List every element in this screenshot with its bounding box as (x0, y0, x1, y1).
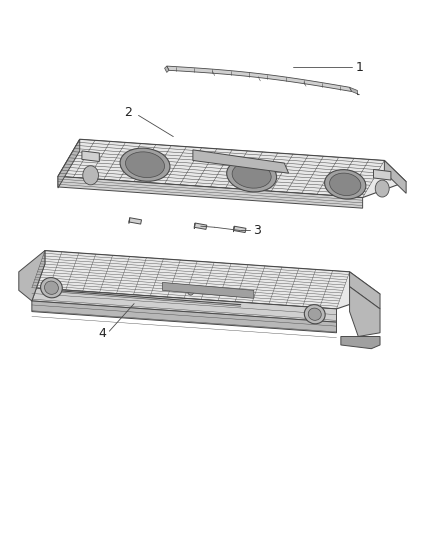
Polygon shape (341, 336, 380, 349)
Polygon shape (129, 217, 130, 223)
Circle shape (187, 288, 194, 295)
Polygon shape (167, 66, 352, 92)
Ellipse shape (125, 152, 165, 177)
Polygon shape (350, 272, 380, 309)
Polygon shape (129, 217, 141, 224)
Polygon shape (350, 87, 360, 95)
Ellipse shape (41, 278, 62, 298)
Polygon shape (32, 251, 45, 301)
Polygon shape (194, 223, 207, 229)
Ellipse shape (232, 163, 271, 188)
Polygon shape (32, 288, 336, 322)
Polygon shape (19, 251, 45, 301)
Polygon shape (82, 151, 99, 161)
Circle shape (83, 166, 99, 185)
Polygon shape (165, 66, 169, 72)
Polygon shape (58, 176, 363, 208)
Polygon shape (233, 226, 246, 232)
Polygon shape (194, 223, 195, 229)
Polygon shape (350, 287, 380, 336)
Text: 3: 3 (253, 224, 261, 237)
Ellipse shape (304, 305, 325, 324)
Polygon shape (374, 169, 391, 180)
Polygon shape (162, 282, 254, 298)
Ellipse shape (308, 308, 321, 320)
Polygon shape (58, 139, 80, 188)
Ellipse shape (329, 173, 361, 196)
Ellipse shape (45, 281, 58, 294)
Text: 2: 2 (124, 106, 132, 119)
Polygon shape (32, 301, 336, 333)
Ellipse shape (227, 159, 277, 192)
Polygon shape (233, 226, 234, 232)
Text: 1: 1 (356, 61, 364, 74)
Circle shape (375, 180, 389, 197)
Ellipse shape (120, 148, 170, 181)
Polygon shape (32, 251, 380, 309)
Polygon shape (58, 139, 406, 198)
Polygon shape (385, 160, 406, 193)
Polygon shape (193, 150, 289, 173)
Ellipse shape (325, 169, 366, 199)
Text: 4: 4 (98, 327, 106, 341)
